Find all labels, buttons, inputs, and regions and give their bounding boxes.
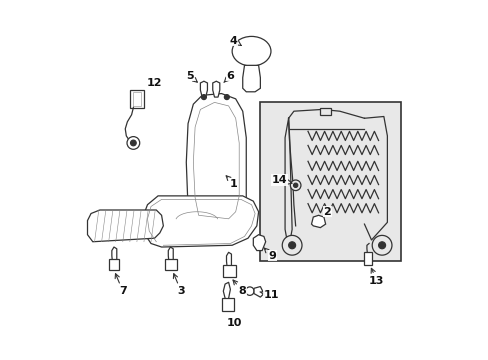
- Circle shape: [288, 242, 295, 249]
- Text: 4: 4: [229, 36, 241, 46]
- Text: 12: 12: [146, 78, 162, 88]
- Polygon shape: [186, 94, 246, 224]
- Circle shape: [371, 235, 391, 255]
- Polygon shape: [165, 259, 177, 270]
- Circle shape: [130, 140, 136, 146]
- Polygon shape: [87, 210, 163, 242]
- Polygon shape: [223, 265, 235, 277]
- Text: 2: 2: [323, 207, 330, 217]
- Circle shape: [245, 287, 253, 295]
- Polygon shape: [364, 252, 371, 265]
- Polygon shape: [221, 298, 233, 311]
- Text: 5: 5: [185, 71, 197, 82]
- Text: 14: 14: [271, 175, 291, 185]
- Circle shape: [282, 235, 302, 255]
- Polygon shape: [253, 287, 264, 297]
- Text: 7: 7: [115, 274, 126, 296]
- Polygon shape: [242, 66, 260, 92]
- Circle shape: [293, 183, 297, 188]
- Circle shape: [127, 136, 140, 149]
- Text: 10: 10: [226, 318, 241, 328]
- Polygon shape: [212, 81, 219, 97]
- Polygon shape: [311, 215, 325, 228]
- Text: 11: 11: [260, 290, 278, 300]
- Circle shape: [224, 95, 229, 100]
- Text: 13: 13: [368, 268, 384, 285]
- Polygon shape: [142, 196, 258, 247]
- Text: 8: 8: [233, 280, 246, 296]
- Ellipse shape: [232, 36, 270, 66]
- Circle shape: [201, 95, 206, 100]
- Polygon shape: [200, 81, 207, 97]
- Text: 3: 3: [173, 274, 184, 296]
- Circle shape: [290, 180, 300, 190]
- Polygon shape: [253, 235, 265, 251]
- Polygon shape: [108, 259, 119, 270]
- Text: 1: 1: [226, 176, 237, 189]
- Polygon shape: [260, 102, 401, 261]
- Circle shape: [378, 242, 385, 249]
- Polygon shape: [130, 90, 143, 108]
- Text: 6: 6: [224, 71, 234, 82]
- Text: 9: 9: [264, 248, 275, 261]
- Polygon shape: [320, 108, 330, 115]
